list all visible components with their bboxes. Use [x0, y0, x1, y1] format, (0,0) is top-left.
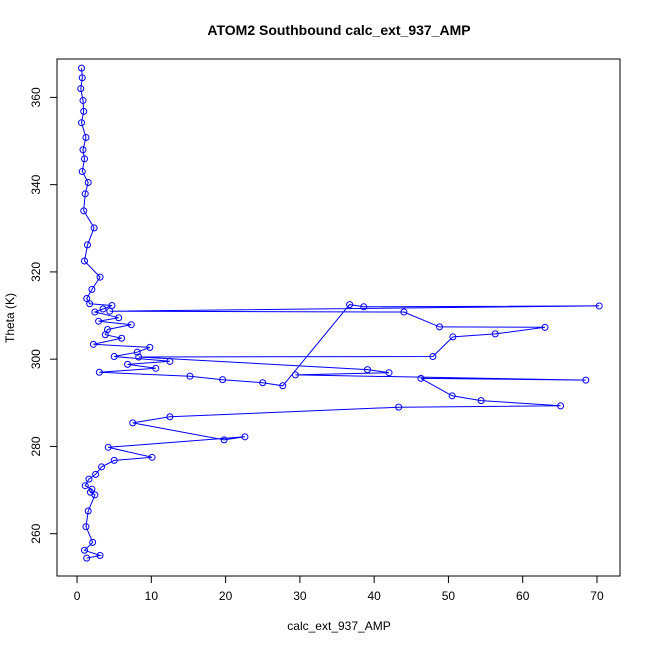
data-point: [82, 523, 90, 531]
data-point: [166, 357, 174, 365]
data-point: [77, 85, 85, 93]
y-tick-label: 280: [29, 436, 43, 456]
plot-marks: [77, 64, 603, 562]
data-point: [104, 443, 112, 451]
y-axis-label: Theta (K): [3, 293, 17, 343]
data-point: [127, 321, 135, 329]
data-point: [81, 482, 89, 490]
data-point: [582, 376, 590, 384]
data-point: [95, 317, 103, 325]
data-point: [477, 397, 485, 405]
y-axis: 260 280 300 320 340 360: [29, 87, 58, 544]
data-point: [118, 334, 126, 342]
data-point: [80, 107, 88, 115]
x-tick-label: 70: [590, 589, 604, 603]
x-tick-label: 10: [145, 589, 159, 603]
data-point: [279, 382, 287, 390]
data-point: [80, 155, 88, 163]
data-point: [152, 364, 160, 372]
data-point: [148, 453, 156, 461]
data-point: [385, 369, 393, 377]
data-point: [219, 376, 227, 384]
data-point: [82, 134, 90, 142]
data-point: [92, 470, 100, 478]
data-point: [186, 372, 194, 380]
data-point: [400, 308, 408, 316]
data-point: [78, 64, 86, 72]
data-point: [436, 323, 444, 331]
x-tick-label: 50: [442, 589, 456, 603]
data-point: [541, 323, 549, 331]
data-point: [83, 241, 91, 249]
y-tick-label: 360: [29, 87, 43, 107]
data-point: [88, 285, 96, 293]
data-point: [90, 224, 98, 232]
data-point: [395, 403, 403, 411]
data-point: [110, 456, 118, 464]
data-point: [99, 305, 107, 313]
x-tick-label: 40: [367, 589, 381, 603]
data-point: [84, 178, 92, 186]
data-point: [115, 314, 123, 322]
data-point: [91, 308, 99, 316]
data-point: [86, 300, 94, 308]
data-point: [363, 366, 371, 374]
data-point: [417, 374, 425, 382]
data-point: [78, 119, 86, 127]
data-point: [129, 419, 137, 427]
series-line: [80, 68, 600, 559]
data-point: [346, 301, 354, 309]
data-point: [84, 507, 92, 515]
data-point: [449, 333, 457, 341]
data-point: [259, 379, 267, 387]
data-point: [166, 413, 174, 421]
data-point: [96, 273, 104, 281]
data-point: [81, 190, 89, 198]
data-point: [101, 331, 109, 339]
y-tick-label: 300: [29, 349, 43, 369]
data-point: [85, 475, 93, 483]
chart-title: ATOM2 Southbound calc_ext_937_AMP: [207, 22, 470, 38]
data-point: [133, 348, 141, 356]
data-point: [80, 546, 88, 554]
data-point: [96, 551, 104, 559]
data-point: [360, 303, 368, 311]
data-point: [79, 146, 87, 154]
data-point: [448, 392, 456, 400]
data-point: [491, 330, 499, 338]
data-point: [106, 307, 114, 315]
data-point: [79, 96, 87, 104]
data-point: [241, 433, 249, 441]
data-point: [80, 207, 88, 215]
data-point: [78, 74, 86, 82]
data-point: [557, 402, 565, 410]
data-point: [83, 295, 91, 303]
y-tick-label: 320: [29, 262, 43, 282]
x-tick-label: 30: [293, 589, 307, 603]
data-point: [146, 343, 154, 351]
data-point: [80, 257, 88, 265]
data-point: [110, 353, 118, 361]
data-point: [89, 538, 97, 546]
data-point: [78, 168, 86, 176]
data-point: [98, 463, 106, 471]
x-tick-label: 20: [219, 589, 233, 603]
data-point: [124, 360, 132, 368]
data-point: [291, 371, 299, 379]
y-tick-label: 340: [29, 174, 43, 194]
data-point: [89, 340, 97, 348]
data-point: [220, 436, 228, 444]
x-axis: 0 10 20 30 40 50 60 70: [74, 575, 604, 603]
x-tick-label: 0: [74, 589, 81, 603]
data-point: [91, 491, 99, 499]
data-point: [135, 353, 143, 361]
data-point: [83, 554, 91, 562]
x-axis-label: calc_ext_937_AMP: [287, 619, 390, 633]
data-point: [595, 302, 603, 310]
data-point: [95, 368, 103, 376]
y-tick-label: 260: [29, 523, 43, 543]
data-point: [429, 353, 437, 361]
x-tick-label: 60: [516, 589, 530, 603]
